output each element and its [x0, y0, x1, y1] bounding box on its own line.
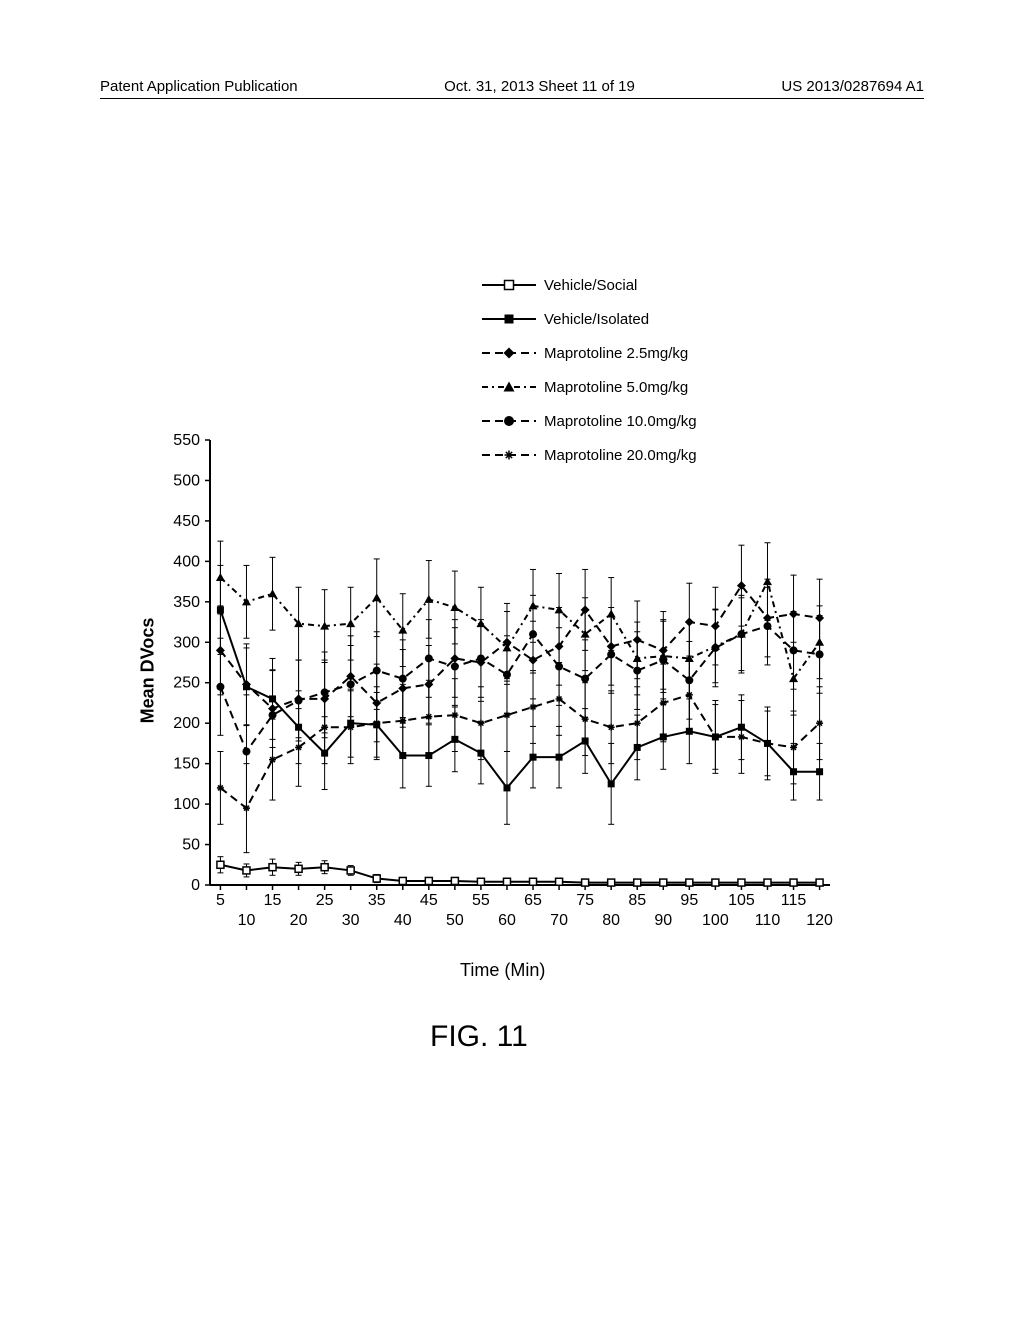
svg-text:75: 75 [576, 892, 594, 909]
svg-text:100: 100 [173, 796, 200, 813]
svg-text:15: 15 [264, 892, 282, 909]
legend-marker-icon [480, 309, 538, 329]
svg-text:0: 0 [191, 877, 200, 894]
legend-marker-icon [480, 377, 538, 397]
figure-caption: FIG. 11 [430, 1020, 528, 1054]
svg-text:50: 50 [446, 912, 464, 929]
svg-text:35: 35 [368, 892, 386, 909]
legend-label: Maprotoline 10.0mg/kg [544, 413, 697, 430]
svg-text:250: 250 [173, 675, 200, 692]
svg-text:115: 115 [781, 892, 807, 909]
svg-text:85: 85 [628, 892, 646, 909]
header-center: Oct. 31, 2013 Sheet 11 of 19 [444, 78, 635, 95]
svg-text:5: 5 [216, 892, 225, 909]
svg-text:40: 40 [394, 912, 412, 929]
svg-text:100: 100 [702, 912, 729, 929]
svg-text:120: 120 [806, 912, 833, 929]
y-axis-label: Mean DVocs [137, 618, 158, 724]
legend-label: Maprotoline 2.5mg/kg [544, 345, 688, 362]
chart-svg: 0 50 100 150 200 250 300 350 400 450 500 550 5 10 15 20… [140, 430, 840, 980]
svg-text:60: 60 [498, 912, 516, 929]
header-right: US 2013/0287694 A1 [781, 78, 924, 95]
legend-marker-icon [480, 275, 538, 295]
svg-text:30: 30 [342, 912, 360, 929]
svg-text:70: 70 [550, 912, 568, 929]
legend-item: Maprotoline 2.5mg/kg [480, 343, 697, 363]
svg-text:450: 450 [173, 513, 200, 530]
legend-marker-icon [480, 343, 538, 363]
svg-text:95: 95 [680, 892, 698, 909]
svg-text:50: 50 [182, 837, 200, 854]
svg-text:110: 110 [755, 912, 781, 929]
svg-text:105: 105 [728, 892, 755, 909]
svg-text:550: 550 [173, 432, 200, 449]
patent-header: Patent Application Publication Oct. 31, … [100, 78, 924, 95]
svg-text:350: 350 [173, 594, 200, 611]
chart: 0 50 100 150 200 250 300 350 400 450 500 550 5 10 15 20… [140, 430, 840, 980]
legend-label: Vehicle/Social [544, 277, 637, 294]
header-divider [100, 98, 924, 99]
legend-label: Vehicle/Isolated [544, 311, 649, 328]
legend-label: Maprotoline 5.0mg/kg [544, 379, 688, 396]
svg-text:200: 200 [173, 715, 200, 732]
svg-text:20: 20 [290, 912, 308, 929]
svg-text:45: 45 [420, 892, 438, 909]
svg-text:500: 500 [173, 472, 200, 489]
header-left: Patent Application Publication [100, 78, 298, 95]
svg-text:80: 80 [602, 912, 620, 929]
svg-text:150: 150 [173, 756, 200, 773]
legend-item: Maprotoline 10.0mg/kg [480, 411, 697, 431]
legend-item: Vehicle/Social [480, 275, 697, 295]
legend-marker-icon [480, 411, 538, 431]
svg-text:55: 55 [472, 892, 490, 909]
svg-text:65: 65 [524, 892, 542, 909]
legend-item: Maprotoline 5.0mg/kg [480, 377, 697, 397]
legend-item: Vehicle/Isolated [480, 309, 697, 329]
svg-text:400: 400 [173, 553, 200, 570]
svg-text:90: 90 [654, 912, 672, 929]
x-axis-label: Time (Min) [460, 960, 545, 981]
svg-text:10: 10 [238, 912, 256, 929]
svg-text:25: 25 [316, 892, 334, 909]
svg-text:300: 300 [173, 634, 200, 651]
